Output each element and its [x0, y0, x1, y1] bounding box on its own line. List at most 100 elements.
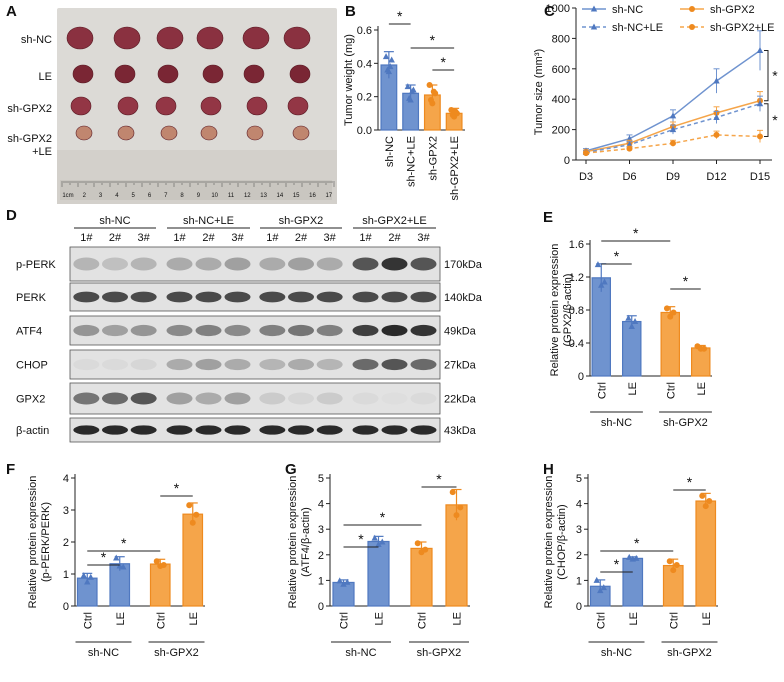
significance-star: *	[614, 248, 620, 264]
x-tick-label: D6	[622, 171, 636, 183]
significance-star: *	[614, 556, 620, 572]
blot-band	[73, 425, 100, 435]
series-line	[585, 103, 761, 154]
photo-row-label-sh-nc: sh-NC	[21, 34, 52, 46]
blot-band	[224, 257, 251, 271]
blot-band	[102, 392, 128, 405]
tumor-specimen	[75, 125, 93, 141]
significance-star: *	[772, 112, 778, 128]
data-point	[626, 553, 633, 560]
panel-label-d: D	[6, 207, 17, 224]
bar	[149, 563, 171, 607]
x-tick-label: D12	[706, 171, 726, 183]
y-axis-label-line: Relative protein expression	[287, 476, 299, 609]
y-tick-label: 4	[576, 499, 582, 511]
tumor-specimen	[117, 96, 139, 116]
blot-band	[288, 257, 314, 271]
ruler-label: 17	[325, 193, 332, 199]
blot-band	[102, 257, 128, 271]
blot-band	[259, 324, 286, 337]
significance-star: *	[397, 8, 403, 24]
blot-size-label: 22kDa	[444, 394, 477, 406]
blot-band	[381, 291, 408, 303]
data-point	[375, 541, 382, 548]
data-point	[371, 534, 378, 541]
data-point	[625, 314, 632, 321]
data-point	[153, 558, 160, 565]
group-label: sh-NC	[345, 647, 376, 659]
data-point	[80, 572, 87, 579]
blot-band	[381, 392, 408, 405]
blot-band	[166, 392, 193, 405]
blot-band	[316, 392, 343, 405]
blot-band	[410, 425, 437, 435]
legend-label: sh-GPX2	[710, 4, 755, 16]
data-point	[669, 112, 677, 119]
blot-band	[73, 358, 100, 371]
blot-band	[288, 291, 314, 303]
ruler-label: 12	[244, 193, 251, 199]
legend-label: sh-NC	[612, 4, 643, 16]
data-point	[453, 512, 460, 519]
y-tick-label: 200	[552, 125, 570, 137]
blot-band	[410, 392, 437, 405]
y-tick-label: 2	[318, 550, 324, 562]
y-tick-label: 800	[552, 33, 570, 45]
tumor-specimen	[246, 96, 268, 116]
data-point	[713, 113, 720, 120]
significance-star: *	[101, 549, 107, 565]
x-tick-label: D3	[579, 171, 593, 183]
ruler-label: 13	[260, 193, 267, 199]
category-label: Ctrl	[668, 612, 680, 629]
bar	[410, 547, 433, 607]
data-point	[600, 584, 607, 591]
data-point	[626, 141, 633, 148]
y-axis-label-line: (ATF4/β-actin)	[300, 507, 312, 577]
blot-band	[73, 324, 100, 337]
data-point	[113, 554, 120, 561]
group-label: sh-GPX2	[154, 647, 199, 659]
data-point	[713, 131, 720, 138]
data-point	[756, 47, 764, 54]
data-point	[598, 281, 605, 288]
y-tick-label: 1	[318, 575, 324, 587]
blot-band	[224, 324, 251, 337]
data-point	[414, 540, 421, 547]
panel-label-c: C	[544, 3, 555, 20]
y-axis-label: Relative protein expression(CHOP/β-actin…	[543, 476, 568, 609]
tumor-specimen	[202, 64, 224, 84]
y-tick-label: 1.6	[569, 239, 584, 251]
panel-label-a: A	[6, 3, 17, 20]
significance-star: *	[121, 535, 127, 551]
row-label-line: +LE	[32, 146, 52, 158]
legend-marker	[689, 24, 695, 30]
tumor-specimen	[246, 125, 264, 141]
ruler-label: 1cm	[62, 193, 73, 199]
blot-band	[224, 425, 251, 435]
tumor-specimen	[292, 125, 310, 141]
data-point	[452, 108, 459, 115]
blot-band	[130, 425, 157, 435]
tumor-specimen	[157, 64, 179, 84]
category-label: Ctrl	[595, 612, 607, 629]
y-axis-label-line: (CHOP/β-actin)	[556, 504, 568, 579]
data-point	[408, 88, 416, 95]
data-point	[699, 492, 706, 499]
significance-star: *	[633, 225, 639, 241]
tumor-specimen	[66, 26, 94, 50]
blot-lane-label: 3#	[138, 232, 151, 244]
category-label: LE	[115, 612, 127, 625]
data-point	[384, 66, 391, 73]
data-point	[626, 135, 633, 142]
category-label: LE	[374, 612, 386, 625]
y-tick-label: 0.2	[357, 92, 372, 104]
category-label: Ctrl	[665, 382, 677, 399]
data-point	[406, 94, 413, 101]
y-tick-label: 2	[63, 537, 69, 549]
tumor-specimen	[200, 96, 222, 116]
blot-band	[73, 392, 100, 405]
y-tick-label: 0	[318, 601, 324, 613]
data-point	[669, 126, 677, 133]
